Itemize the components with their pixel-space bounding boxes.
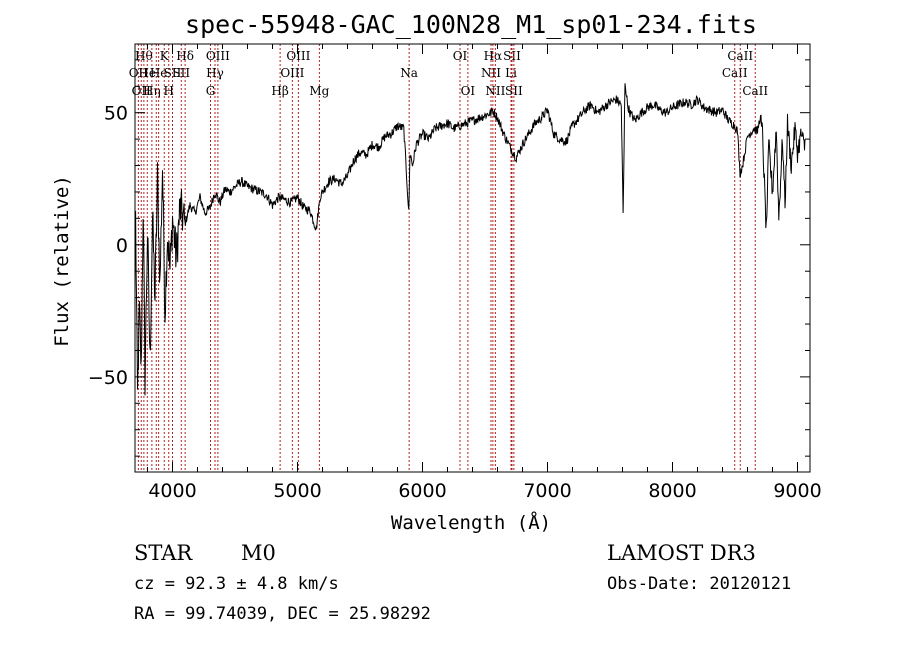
object-subclass: M0 (241, 541, 276, 565)
x-tick-label-7000: 7000 (523, 480, 571, 502)
y-tick-label-1: 0 (116, 235, 128, 257)
y-tick-label-2: 50 (104, 103, 128, 125)
obs-date: Obs-Date: 20120121 (607, 574, 791, 594)
line-marker-label-7: K (160, 49, 170, 63)
line-marker-label-8: H (164, 84, 174, 98)
line-markers: OIIOIIHθHeHηHeKHSIISIIHδGHγOIIIHβOIIIOII… (129, 44, 768, 472)
object-class: STAR (134, 541, 193, 565)
x-tick-label-8000: 8000 (648, 480, 696, 502)
axes: 4000 5000 6000 7000 8000 9000 −50 0 50 (88, 43, 822, 502)
line-marker-label-6: He (150, 66, 168, 80)
line-marker-label-15: Hβ (271, 84, 288, 98)
survey-name: LAMOST DR3 (607, 541, 756, 565)
line-marker-label-28: CaII (722, 66, 748, 80)
line-marker-label-24: NII (485, 84, 505, 98)
x-tick-label-6000: 6000 (398, 480, 446, 502)
line-marker-label-20: OI (453, 49, 468, 63)
line-marker-label-22: NII (481, 66, 501, 80)
line-marker-label-21: OI (461, 84, 476, 98)
x-axis-label: Wavelength (Å) (391, 511, 551, 534)
line-marker-label-1: OII (132, 84, 152, 98)
y-axis-label: Flux (relative) (51, 175, 73, 347)
line-marker-label-12: G (206, 84, 216, 98)
spectrum-plot (135, 83, 806, 396)
line-marker-label-9: SII (164, 66, 182, 80)
line-marker-label-10: SII (172, 66, 190, 80)
line-marker-label-14: OIII (206, 49, 230, 63)
chart-title: spec-55948-GAC_100N28_M1_sp01-234.fits (185, 10, 757, 39)
x-tick-label-4000: 4000 (148, 480, 196, 502)
x-tick-label-5000: 5000 (273, 480, 321, 502)
line-marker-label-29: CaII (727, 49, 753, 63)
spectrum-line (135, 83, 806, 396)
line-marker-label-17: OIII (286, 49, 310, 63)
line-marker-label-2: Hθ (135, 49, 153, 63)
line-marker-label-13: Hγ (206, 66, 224, 80)
line-marker-label-19: Na (400, 66, 418, 80)
line-marker-label-18: Mg (309, 84, 329, 98)
line-marker-label-27: SII (505, 84, 523, 98)
coordinates: RA = 99.74039, DEC = 25.98292 (134, 604, 431, 624)
x-tick-label-9000: 9000 (773, 480, 821, 502)
y-tick-label-0: −50 (88, 367, 128, 389)
line-marker-label-26: SII (503, 49, 521, 63)
line-marker-label-30: CaII (742, 84, 768, 98)
line-marker-label-16: OIII (280, 66, 304, 80)
line-marker-label-11: Hδ (176, 49, 194, 63)
line-marker-label-25: Li (505, 66, 517, 80)
line-marker-label-4: Hη (143, 84, 161, 98)
redshift-info: cz = 92.3 ± 4.8 km/s (134, 574, 339, 594)
line-marker-label-23: Hα (484, 49, 503, 63)
